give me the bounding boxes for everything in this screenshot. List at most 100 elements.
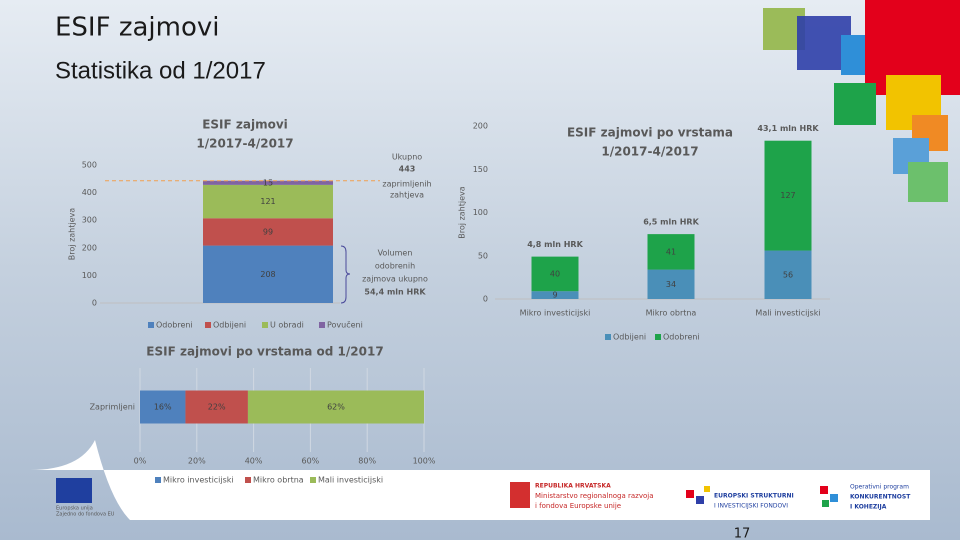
x-tick-label: Mali investicijski bbox=[755, 309, 820, 318]
legend-label: Odbijeni bbox=[213, 321, 246, 330]
esif-text: EUROPSKI STRUKTURNI bbox=[714, 493, 794, 500]
y-tick-label: 200 bbox=[82, 243, 97, 252]
y-tick-label: 200 bbox=[473, 122, 488, 131]
bar-segment bbox=[531, 256, 579, 292]
rh-text: REPUBLIKA HRVATSKA bbox=[535, 483, 611, 490]
chart: ESIF zajmovi 1/2017-4/2017 0 100 200 300 400 50… bbox=[68, 118, 432, 330]
y-tick-label: Zaprimljeni bbox=[90, 403, 135, 412]
legend-label: Odbijeni bbox=[613, 333, 646, 342]
y-tick-label: 400 bbox=[82, 188, 97, 197]
rh-text: Ministarstvo regionalnoga razvoja bbox=[535, 492, 654, 500]
rh-text: i fondova Europske unije bbox=[535, 502, 621, 510]
legend-swatch bbox=[245, 477, 251, 483]
annotation: odobrenih bbox=[375, 262, 415, 271]
y-tick-label: 50 bbox=[478, 251, 488, 260]
legend-label: Mikro investicijski bbox=[163, 476, 234, 485]
eu-text: Zajedno do fondova EU bbox=[56, 512, 115, 518]
brace bbox=[340, 245, 351, 304]
bar-segment bbox=[203, 218, 333, 246]
annotation: 43,1 mln HRK bbox=[757, 124, 819, 133]
data-label: 62% bbox=[327, 403, 345, 412]
legend-swatch bbox=[310, 477, 316, 483]
data-label: 56 bbox=[783, 270, 793, 279]
chart-title: ESIF zajmovi po vrstama bbox=[567, 126, 733, 140]
annotation: 6,5 mln HRK bbox=[643, 218, 699, 227]
legend-swatch bbox=[205, 322, 211, 328]
y-tick-label: 100 bbox=[82, 271, 97, 280]
chart: ESIF zajmovi po vrstama od 1/2017 0% 20% 40… bbox=[90, 345, 436, 485]
x-tick-label: 100% bbox=[413, 457, 436, 466]
data-label: 40 bbox=[550, 269, 560, 278]
bar-segment bbox=[140, 390, 186, 424]
data-label: 16% bbox=[154, 403, 172, 412]
data-label: 208 bbox=[260, 270, 275, 279]
footer: Europska unija Zajedno do fondova EU REP… bbox=[30, 440, 930, 520]
y-tick-label: 0 bbox=[483, 295, 488, 304]
data-label: 22% bbox=[208, 403, 226, 412]
data-label: 127 bbox=[780, 191, 795, 200]
esif-text: I INVESTICIJSKI FONDOVI bbox=[714, 503, 788, 510]
x-tick-label: 80% bbox=[358, 457, 376, 466]
op-text: KONKURENTNOST bbox=[850, 494, 911, 501]
x-tick-label: 40% bbox=[245, 457, 263, 466]
slide-subtitle: Statistika od 1/2017 bbox=[55, 57, 266, 84]
bar-segment bbox=[531, 291, 579, 299]
bar-segment bbox=[203, 184, 333, 219]
op-text: I KOHEZIJA bbox=[850, 504, 887, 511]
x-tick-label: Mikro investicijski bbox=[520, 309, 591, 318]
chart-title: ESIF zajmovi bbox=[202, 118, 288, 132]
legend-swatch bbox=[262, 322, 268, 328]
bar-segment bbox=[647, 234, 695, 270]
legend-label: Mali investicijski bbox=[318, 476, 383, 485]
y-tick-label: 300 bbox=[82, 216, 97, 225]
legend-label: Odobreni bbox=[156, 321, 193, 330]
chart-subtitle: 1/2017-4/2017 bbox=[196, 137, 293, 151]
annotation: Volumen bbox=[378, 249, 413, 258]
x-tick-label: Mikro obrtna bbox=[646, 309, 697, 318]
data-label: 99 bbox=[263, 227, 273, 236]
data-label: 34 bbox=[666, 280, 676, 289]
annotation: Ukupno bbox=[392, 153, 422, 162]
bar-segment bbox=[764, 250, 812, 299]
bar-segment bbox=[247, 390, 424, 424]
x-tick-label: 60% bbox=[302, 457, 320, 466]
eu-text: Europska unija bbox=[56, 506, 93, 512]
chart: ESIF zajmovi po vrstama 1/2017-4/2017 0 50 1… bbox=[458, 122, 830, 342]
y-axis-label: Broj zahtjeva bbox=[458, 186, 467, 238]
legend-label: Povučeni bbox=[327, 320, 363, 330]
annotation: 54,4 mln HRK bbox=[364, 288, 426, 297]
legend-label: U obradi bbox=[270, 321, 304, 330]
data-label: 41 bbox=[666, 247, 676, 256]
legend-swatch bbox=[655, 334, 661, 340]
y-axis-label: Broj zahtjeva bbox=[68, 208, 77, 260]
slide-title: ESIF zajmovi bbox=[55, 13, 219, 43]
legend-swatch bbox=[605, 334, 611, 340]
legend-swatch bbox=[148, 322, 154, 328]
y-tick-label: 500 bbox=[82, 161, 97, 170]
bar-segment bbox=[203, 180, 333, 185]
chart-subtitle: 1/2017-4/2017 bbox=[601, 145, 698, 159]
annotation: zajmova ukupno bbox=[362, 275, 428, 284]
x-tick-label: 0% bbox=[134, 457, 147, 466]
bar-segment bbox=[764, 140, 812, 251]
data-label: 9 bbox=[552, 291, 557, 300]
annotation: 443 bbox=[399, 165, 416, 174]
bar-segment bbox=[647, 269, 695, 299]
data-label: 121 bbox=[260, 197, 275, 206]
op-text: Operativni program bbox=[850, 484, 909, 491]
bar-segment bbox=[203, 245, 333, 303]
decor-squares bbox=[763, 0, 960, 202]
annotation: 4,8 mln HRK bbox=[527, 240, 583, 249]
bar-segment bbox=[185, 390, 248, 424]
page-number: 17 bbox=[734, 527, 751, 540]
y-tick-label: 100 bbox=[473, 208, 488, 217]
legend-swatch bbox=[319, 322, 325, 328]
annotation: zaprimljenih bbox=[382, 180, 431, 189]
data-label: 15 bbox=[263, 178, 273, 187]
legend-swatch bbox=[155, 477, 161, 483]
chart-title: ESIF zajmovi po vrstama od 1/2017 bbox=[146, 345, 383, 359]
x-tick-label: 20% bbox=[188, 457, 206, 466]
y-tick-label: 0 bbox=[92, 299, 97, 308]
y-tick-label: 150 bbox=[473, 165, 488, 174]
